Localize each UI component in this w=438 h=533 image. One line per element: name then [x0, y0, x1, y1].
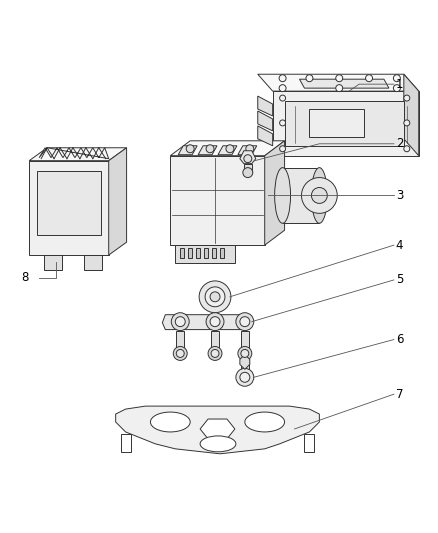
- Bar: [285, 101, 404, 146]
- Polygon shape: [162, 314, 252, 329]
- Polygon shape: [258, 126, 273, 146]
- Circle shape: [173, 346, 187, 360]
- Polygon shape: [218, 146, 237, 155]
- Bar: [204, 248, 208, 258]
- Polygon shape: [240, 354, 250, 369]
- Bar: [212, 248, 216, 258]
- Text: 6: 6: [396, 333, 403, 346]
- Circle shape: [393, 85, 400, 92]
- Ellipse shape: [311, 168, 327, 223]
- Polygon shape: [29, 148, 127, 160]
- Polygon shape: [116, 406, 319, 454]
- Circle shape: [244, 155, 252, 163]
- Bar: [37, 171, 101, 235]
- Text: 5: 5: [396, 273, 403, 286]
- Polygon shape: [175, 245, 235, 263]
- Circle shape: [226, 145, 234, 153]
- Polygon shape: [198, 146, 217, 155]
- Polygon shape: [211, 330, 219, 353]
- Circle shape: [404, 120, 410, 126]
- Circle shape: [279, 120, 286, 126]
- Polygon shape: [176, 330, 184, 353]
- Text: 7: 7: [396, 387, 403, 401]
- Polygon shape: [29, 160, 109, 255]
- Polygon shape: [109, 148, 127, 255]
- Polygon shape: [273, 91, 419, 156]
- Ellipse shape: [275, 168, 290, 223]
- Ellipse shape: [200, 436, 236, 452]
- Circle shape: [236, 313, 254, 330]
- Circle shape: [208, 346, 222, 360]
- Circle shape: [211, 350, 219, 358]
- Polygon shape: [241, 330, 249, 353]
- Polygon shape: [238, 146, 257, 155]
- Text: 1: 1: [396, 78, 403, 91]
- Polygon shape: [170, 156, 265, 245]
- Polygon shape: [300, 79, 389, 88]
- Circle shape: [336, 75, 343, 82]
- Text: 4: 4: [396, 239, 403, 252]
- Bar: [196, 248, 200, 258]
- Circle shape: [311, 188, 327, 204]
- Bar: [188, 248, 192, 258]
- Text: 2: 2: [396, 138, 403, 150]
- Polygon shape: [283, 168, 319, 223]
- Circle shape: [246, 145, 254, 153]
- Circle shape: [236, 368, 254, 386]
- Circle shape: [171, 313, 189, 330]
- Circle shape: [199, 281, 231, 313]
- Circle shape: [238, 346, 252, 360]
- Polygon shape: [258, 96, 273, 116]
- Polygon shape: [404, 74, 419, 156]
- Circle shape: [175, 317, 185, 327]
- Circle shape: [404, 95, 410, 101]
- Text: 8: 8: [21, 271, 28, 285]
- Ellipse shape: [245, 412, 285, 432]
- Circle shape: [306, 75, 313, 82]
- Polygon shape: [258, 74, 419, 91]
- Circle shape: [279, 95, 286, 101]
- Polygon shape: [170, 141, 285, 156]
- Circle shape: [241, 350, 249, 358]
- Circle shape: [366, 75, 373, 82]
- Bar: [180, 248, 184, 258]
- Circle shape: [240, 373, 250, 382]
- Text: 3: 3: [396, 189, 403, 202]
- Bar: [309, 109, 364, 137]
- Circle shape: [186, 145, 194, 153]
- Circle shape: [279, 85, 286, 92]
- Circle shape: [240, 317, 250, 327]
- Circle shape: [279, 146, 286, 152]
- Polygon shape: [265, 141, 285, 245]
- Circle shape: [393, 75, 400, 82]
- Polygon shape: [244, 164, 252, 173]
- Circle shape: [205, 287, 225, 307]
- Circle shape: [210, 317, 220, 327]
- Polygon shape: [241, 359, 249, 377]
- Ellipse shape: [150, 412, 190, 432]
- Circle shape: [279, 75, 286, 82]
- Polygon shape: [240, 151, 256, 164]
- Polygon shape: [304, 434, 314, 452]
- Polygon shape: [120, 434, 131, 452]
- Polygon shape: [178, 146, 197, 155]
- Polygon shape: [44, 255, 62, 270]
- Polygon shape: [258, 111, 273, 131]
- Circle shape: [206, 145, 214, 153]
- Circle shape: [243, 168, 253, 177]
- Circle shape: [336, 85, 343, 92]
- Polygon shape: [200, 419, 235, 439]
- Circle shape: [404, 146, 410, 152]
- Circle shape: [301, 177, 337, 213]
- Polygon shape: [39, 148, 109, 159]
- Circle shape: [210, 292, 220, 302]
- Bar: [220, 248, 224, 258]
- Circle shape: [176, 350, 184, 358]
- Circle shape: [206, 313, 224, 330]
- Polygon shape: [84, 255, 102, 270]
